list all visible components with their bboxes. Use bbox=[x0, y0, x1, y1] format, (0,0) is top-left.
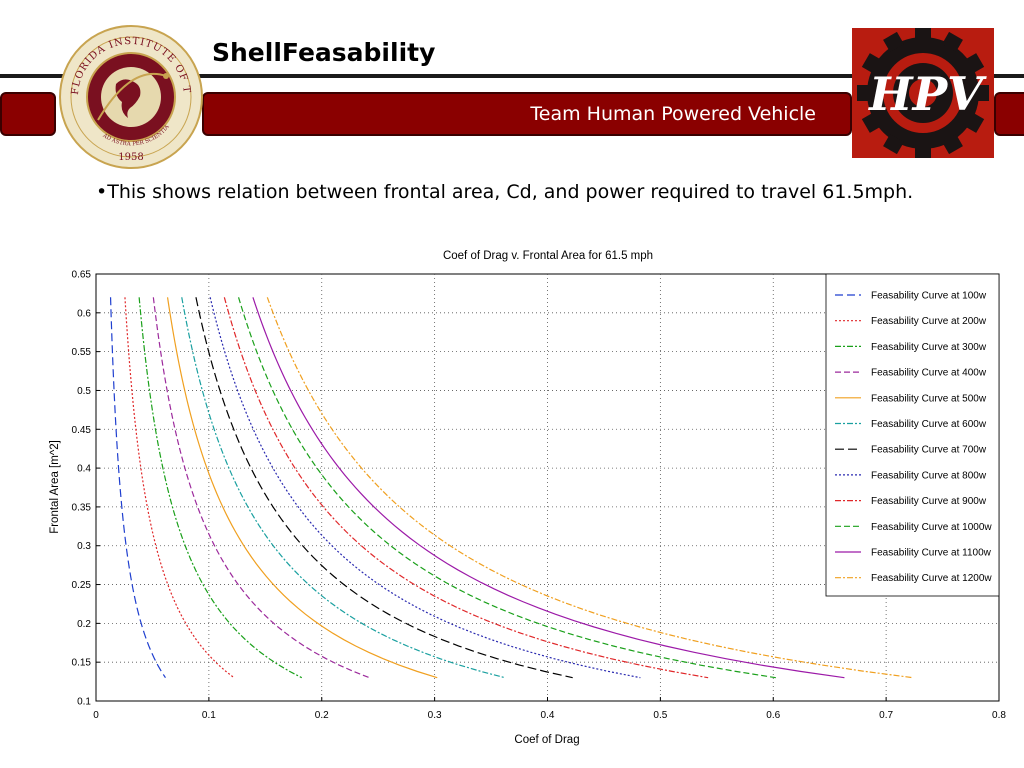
x-tick-label: 0 bbox=[93, 710, 99, 721]
legend-label: Feasability Curve at 300w bbox=[871, 342, 987, 353]
y-tick-label: 0.4 bbox=[77, 464, 91, 475]
header-rule bbox=[0, 74, 1024, 78]
seal-year: 1958 bbox=[118, 152, 143, 163]
y-tick-label: 0.2 bbox=[77, 619, 91, 630]
legend-label: Feasability Curve at 200w bbox=[871, 316, 987, 327]
y-tick-label: 0.5 bbox=[77, 386, 91, 397]
x-tick-label: 0.3 bbox=[428, 710, 442, 721]
legend-label: Feasability Curve at 700w bbox=[871, 445, 987, 456]
y-tick-label: 0.3 bbox=[77, 541, 91, 552]
y-tick-label: 0.55 bbox=[72, 347, 92, 358]
curve-6 bbox=[181, 297, 506, 679]
curve-11 bbox=[252, 297, 845, 679]
legend-label: Feasability Curve at 100w bbox=[871, 291, 987, 302]
bullet-text: •This shows relation between frontal are… bbox=[96, 181, 914, 203]
header-band: Team Human Powered Vehicle bbox=[202, 92, 852, 136]
y-ticks: 0.1 0.15 0.2 0.25 0.3 0.35 0.4 0.45 0.5 0.55 0.6 0.… bbox=[72, 270, 100, 708]
chart-title: Coef of Drag v. Frontal Area for 61.5 mp… bbox=[443, 250, 653, 262]
curve-3 bbox=[138, 297, 303, 679]
legend: Feasability Curve at 100w Feasability Cur… bbox=[825, 273, 1000, 597]
y-tick-label: 0.35 bbox=[72, 502, 92, 513]
curve-10 bbox=[237, 297, 776, 679]
x-ticks: 0 0.1 0.2 0.3 0.4 0.5 0.6 0.7 0.8 bbox=[93, 697, 1006, 721]
header-band-left bbox=[0, 92, 56, 136]
x-tick-label: 0.5 bbox=[653, 710, 667, 721]
y-tick-label: 0.25 bbox=[72, 580, 92, 591]
curve-12 bbox=[266, 297, 914, 679]
curve-8 bbox=[209, 297, 641, 679]
legend-label: Feasability Curve at 400w bbox=[871, 368, 987, 379]
slide-title: ShellFeasability bbox=[212, 38, 436, 67]
x-tick-label: 0.1 bbox=[202, 710, 216, 721]
y-axis-label: Frontal Area [m^2] bbox=[49, 440, 61, 534]
curve-9 bbox=[223, 297, 709, 679]
x-tick-label: 0.7 bbox=[879, 710, 893, 721]
legend-label: Feasability Curve at 900w bbox=[871, 496, 987, 507]
university-seal-logo: FLORIDA INSTITUTE OF TECHNOLOGY AD ASTRA… bbox=[58, 24, 203, 169]
hpv-text: HPV bbox=[867, 67, 987, 121]
curve-4 bbox=[152, 297, 370, 679]
x-tick-label: 0.4 bbox=[541, 710, 555, 721]
curve-5 bbox=[166, 297, 438, 679]
y-tick-label: 0.15 bbox=[72, 658, 92, 669]
subtitle: Team Human Powered Vehicle bbox=[530, 103, 816, 125]
legend-box bbox=[825, 273, 1000, 597]
x-axis-label: Coef of Drag bbox=[514, 734, 579, 746]
y-tick-label: 0.65 bbox=[72, 270, 92, 281]
curve-1 bbox=[109, 297, 166, 679]
curves bbox=[109, 297, 914, 679]
legend-label: Feasability Curve at 1000w bbox=[871, 522, 992, 533]
hpv-logo: HPV bbox=[852, 28, 994, 158]
legend-label: Feasability Curve at 1100w bbox=[871, 548, 992, 559]
legend-label: Feasability Curve at 500w bbox=[871, 393, 987, 404]
legend-label: Feasability Curve at 1200w bbox=[871, 573, 992, 584]
y-tick-label: 0.6 bbox=[77, 308, 91, 319]
x-tick-label: 0.2 bbox=[315, 710, 329, 721]
y-tick-label: 0.1 bbox=[77, 697, 91, 708]
x-tick-label: 0.6 bbox=[766, 710, 780, 721]
header-band-right bbox=[994, 92, 1024, 136]
legend-label: Feasability Curve at 800w bbox=[871, 470, 987, 481]
legend-label: Feasability Curve at 600w bbox=[871, 419, 987, 430]
feasibility-chart: Coef of Drag v. Frontal Area for 61.5 mp… bbox=[49, 250, 1006, 746]
curve-7 bbox=[195, 297, 573, 679]
x-tick-label: 0.8 bbox=[992, 710, 1006, 721]
y-tick-label: 0.45 bbox=[72, 425, 92, 436]
